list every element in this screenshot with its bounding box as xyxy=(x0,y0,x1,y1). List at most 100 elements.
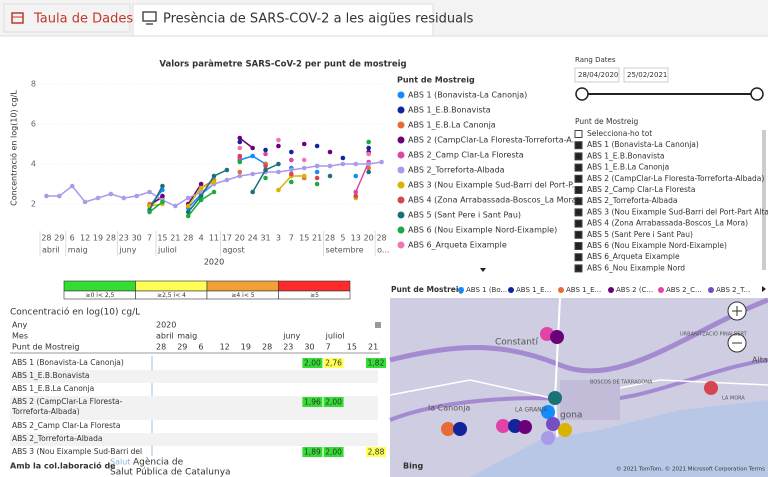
x-tick-label: 3 xyxy=(276,234,281,243)
map-point[interactable] xyxy=(550,330,564,344)
date-box[interactable] xyxy=(574,67,620,83)
data-point xyxy=(237,169,243,175)
scale-swatch xyxy=(278,280,351,292)
slicer-item[interactable]: ABS 4 (Zona Arrabassada-Boscos_La Mora) xyxy=(587,219,748,228)
map-point[interactable] xyxy=(453,422,467,436)
tab-label[interactable]: Taula de Dades xyxy=(33,12,133,27)
map-point[interactable] xyxy=(496,419,510,433)
table-row-label: ABS 2_Camp Clar-La Floresta xyxy=(12,421,120,430)
slider-handle[interactable] xyxy=(575,87,589,101)
x-tick-label: 28 xyxy=(376,234,386,243)
data-point xyxy=(185,209,191,215)
tab[interactable] xyxy=(3,3,131,33)
slicer-item[interactable]: ABS 2 (CampClar-La Floresta-Torreforta-A… xyxy=(587,174,764,183)
x-year-label: 2020 xyxy=(204,258,224,267)
slicer-item[interactable]: ABS 2_Camp Clar-La Floresta xyxy=(587,185,695,194)
y-tick-label: 2 xyxy=(31,200,36,209)
slicer-item[interactable]: ABS 6_Arqueta Eixample xyxy=(587,252,680,261)
checkbox[interactable] xyxy=(574,174,583,183)
date-end[interactable]: 25/02/2021 xyxy=(627,71,667,79)
x-tick-label: 21 xyxy=(312,234,322,243)
data-point xyxy=(211,179,217,185)
map-point[interactable] xyxy=(541,431,555,445)
data-point xyxy=(301,157,307,163)
map-point[interactable] xyxy=(548,391,562,405)
tab-label[interactable]: Presència de SARS-COV-2 a les aigües res… xyxy=(163,12,474,27)
table-scroll[interactable] xyxy=(375,322,381,328)
zoom-in-icon xyxy=(732,306,742,316)
legend-marker xyxy=(397,91,405,99)
map-point[interactable] xyxy=(541,405,555,419)
x-tick-label: 19 xyxy=(93,234,103,243)
legend-more[interactable] xyxy=(480,268,486,272)
table-row-band xyxy=(10,433,378,446)
legend-marker xyxy=(397,121,405,129)
scale-label: ≥0 i< 2,5 xyxy=(86,292,115,299)
data-point xyxy=(366,145,371,151)
slicer-item[interactable]: ABS 1_E.B.Bonavista xyxy=(587,151,665,160)
checkbox[interactable] xyxy=(574,197,583,206)
slicer-item[interactable]: ABS 5 (Sant Pere i Sant Pau) xyxy=(587,230,693,239)
map-legend-marker xyxy=(608,287,614,293)
x-tick-label: 17 xyxy=(222,234,232,243)
data-point xyxy=(327,163,333,169)
data-point xyxy=(314,175,320,181)
map-legend-more[interactable] xyxy=(762,286,766,292)
checkbox[interactable] xyxy=(574,152,583,161)
data-point xyxy=(237,139,243,145)
date-box[interactable] xyxy=(623,67,669,83)
data-point xyxy=(134,193,139,199)
slicer-item[interactable]: ABS 3 (Nou Eixample Sud-Barri del Port-P… xyxy=(587,207,768,216)
table-title: Concentració en log(10) cg/L xyxy=(10,307,140,318)
table-day: 28 xyxy=(156,343,166,352)
checkbox[interactable] xyxy=(574,130,583,138)
data-point xyxy=(314,163,320,169)
slicer-item[interactable]: ABS 6 (Nou Eixample Nord-Eixample) xyxy=(587,241,727,250)
map-point[interactable] xyxy=(558,423,572,437)
table-day: 12 xyxy=(220,343,230,352)
checkbox[interactable] xyxy=(574,208,583,217)
map-point[interactable] xyxy=(546,417,560,431)
checkbox[interactable] xyxy=(574,163,583,172)
x-tick-label: 20 xyxy=(364,234,374,243)
data-point xyxy=(69,183,75,189)
x-tick-label: 28 xyxy=(41,234,51,243)
map-point[interactable] xyxy=(704,381,718,395)
map-legend-label: ABS 2_T... xyxy=(716,286,750,294)
legend-label: ABS 2_Torreforta-Albada xyxy=(408,166,505,175)
slicer-item[interactable]: ABS 2_Torreforta-Albada xyxy=(587,196,678,205)
date-start[interactable]: 28/04/2020 xyxy=(578,71,618,79)
footer-logo: Salut Pública de Catalunya xyxy=(110,468,231,477)
data-point xyxy=(44,193,49,199)
checkbox[interactable] xyxy=(574,242,583,250)
map-legend-marker xyxy=(508,287,514,293)
table-day: 6 xyxy=(198,343,203,352)
legend-label: ABS 2_Camp Clar-La Floresta xyxy=(408,151,524,160)
data-point xyxy=(198,193,204,199)
data-point xyxy=(353,173,359,179)
map-point[interactable] xyxy=(441,422,455,436)
slider-handle[interactable] xyxy=(750,87,764,101)
legend-marker xyxy=(397,226,405,234)
checkbox[interactable] xyxy=(574,186,583,194)
slicer-item[interactable]: ABS 1 (Bonavista-La Canonja) xyxy=(587,140,699,149)
checkbox[interactable] xyxy=(574,230,583,239)
table-cell xyxy=(366,358,386,368)
map-point[interactable] xyxy=(518,420,532,434)
checkbox[interactable] xyxy=(574,219,583,228)
checkbox[interactable] xyxy=(574,141,583,150)
table-cell-text: 1,96 xyxy=(304,398,321,407)
series-line xyxy=(150,138,369,206)
legend-marker xyxy=(397,181,405,189)
slicer-item[interactable]: ABS 6_Nou Eixample Nord xyxy=(587,263,685,272)
checkbox[interactable] xyxy=(574,253,583,262)
data-point xyxy=(160,187,165,193)
scrollbar[interactable] xyxy=(762,130,766,270)
checkbox[interactable] xyxy=(574,264,583,273)
scale-label-box xyxy=(278,290,351,300)
table-row-header: Mes xyxy=(12,332,28,341)
slicer-item[interactable]: ABS 1_E.B.La Canonja xyxy=(587,163,669,172)
slicer-item[interactable]: Selecciona-ho tot xyxy=(587,129,652,138)
map[interactable]: Punt de Mostreig Bing © 2021 TomTom, © 2… xyxy=(389,282,768,477)
